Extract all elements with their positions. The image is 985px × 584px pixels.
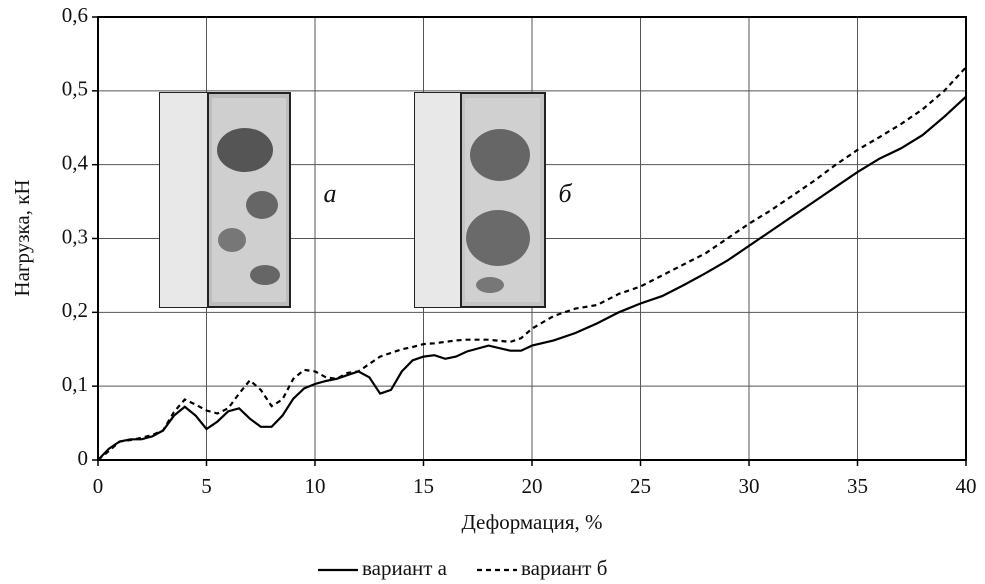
x-tick-label: 30 — [739, 474, 760, 498]
x-tick-label: 5 — [201, 474, 212, 498]
line-series — [97, 95, 967, 461]
annotation: б — [558, 179, 572, 208]
y-tick-label: 0,3 — [62, 224, 88, 248]
y-tick-label: 0 — [78, 446, 89, 470]
y-tick-label: 0,1 — [62, 372, 88, 396]
y-tick-label: 0,2 — [62, 298, 88, 322]
y-tick-label: 0,5 — [62, 77, 88, 101]
legend-label: вариант а — [362, 556, 448, 580]
line-series — [97, 66, 967, 461]
x-tick-label: 25 — [630, 474, 651, 498]
x-tick-label: 20 — [522, 474, 543, 498]
annotation: а — [324, 179, 337, 208]
y-tick-label: 0,6 — [62, 3, 88, 27]
x-tick-label: 15 — [413, 474, 434, 498]
x-tick-label: 10 — [305, 474, 326, 498]
inset-photo-b — [414, 92, 546, 308]
x-axis-label: Деформация, % — [461, 510, 602, 534]
x-tick-label: 0 — [93, 474, 104, 498]
plot-frame — [97, 16, 967, 461]
x-tick-label: 35 — [847, 474, 868, 498]
y-axis-label: Нагрузка, кН — [10, 179, 34, 296]
x-tick-label: 40 — [956, 474, 977, 498]
legend-label: вариант б — [521, 556, 607, 580]
y-tick-label: 0,4 — [62, 150, 89, 174]
inset-photo-a — [159, 92, 291, 308]
